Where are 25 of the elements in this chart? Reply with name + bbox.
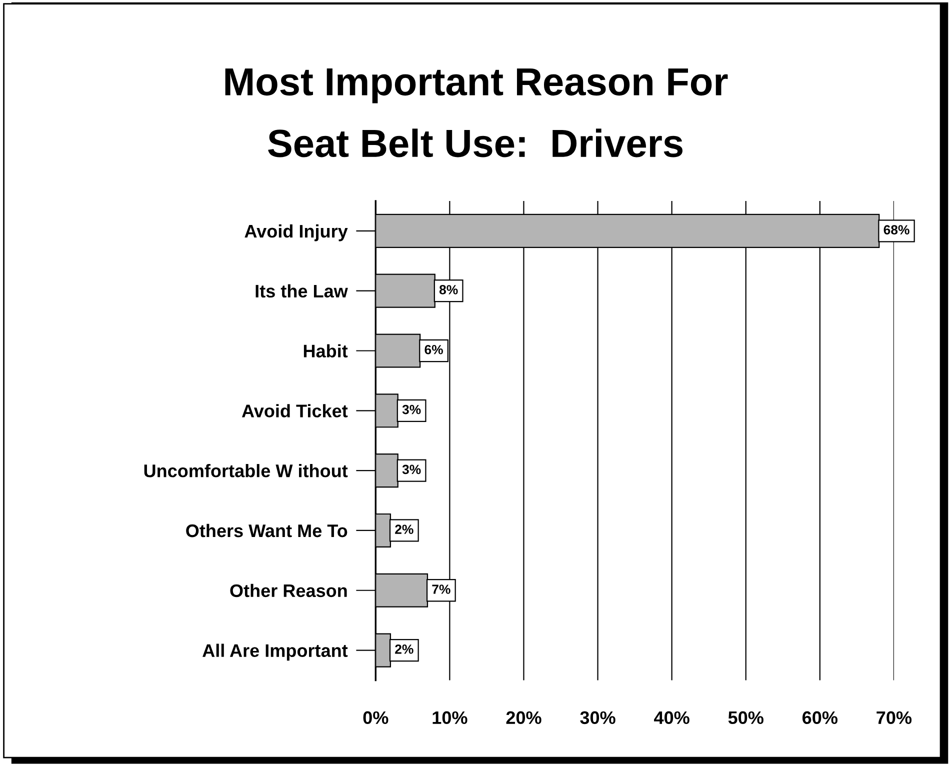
data-label: 6% — [424, 344, 443, 354]
y-tick-label: Other Reason — [230, 584, 347, 598]
data-label: 8% — [439, 285, 458, 294]
data-label: 2% — [395, 524, 414, 534]
y-tick-label: Habit — [304, 344, 348, 358]
data-label: 2% — [395, 644, 414, 654]
x-tick-label: 10% — [432, 711, 468, 724]
y-tick-label: Others Want Me To — [186, 524, 348, 538]
x-tick-label: 20% — [506, 711, 542, 724]
y-tick-label: All Are Important — [202, 644, 348, 661]
y-tick-label: Uncomfortable W ithout — [144, 464, 348, 478]
data-label: 68% — [884, 225, 910, 234]
y-tick-label: Its the Law — [256, 284, 348, 298]
data-label: 3% — [402, 464, 421, 474]
chart-title: Most Important Reason For Seat Belt Use: Drivers — [225, 68, 728, 158]
x-tick-label: 60% — [802, 711, 838, 724]
x-tick-label: 50% — [728, 711, 764, 724]
x-tick-label: 0% — [363, 711, 388, 724]
y-tick-label: Avoid Ticket — [242, 404, 348, 418]
data-label: 3% — [402, 404, 421, 414]
x-tick-label: 30% — [580, 711, 616, 724]
x-tick-label: 70% — [876, 711, 912, 724]
data-label: 7% — [432, 584, 450, 594]
y-tick-label: Avoid Injury — [244, 224, 348, 242]
x-tick-label: 40% — [654, 711, 690, 724]
